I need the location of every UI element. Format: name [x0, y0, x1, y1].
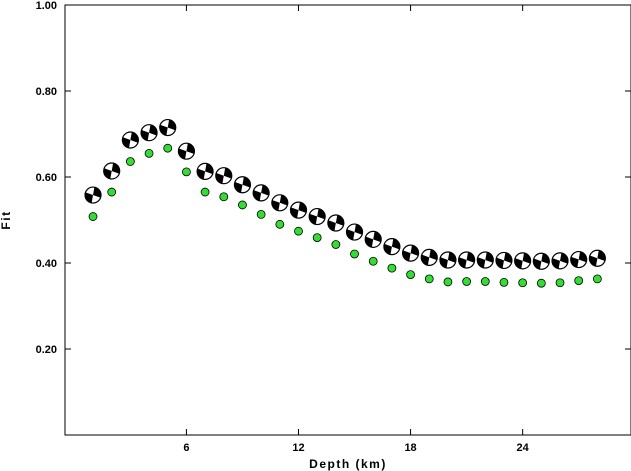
green-fit-point [331, 240, 341, 249]
green-fit-point [368, 256, 378, 266]
green-fit-point [574, 276, 584, 286]
beachball-fit-point [271, 194, 289, 212]
beachball-fit-point [327, 214, 345, 232]
green-fit-point [536, 278, 546, 288]
green-fit-point [480, 277, 490, 286]
beachball-fit-point [289, 201, 308, 219]
beachball-fit-point [514, 252, 532, 270]
green-fit-point [144, 148, 154, 158]
beachball-fit-point [196, 162, 214, 181]
green-fit-point [182, 167, 191, 177]
green-fit-point [406, 270, 415, 280]
green-fit-point [238, 200, 247, 210]
y-axis: 0.20 0.40 0.60 0.80 1.00 [36, 0, 631, 356]
green-fit-point [163, 143, 173, 153]
x-tick-label: 24 [517, 442, 530, 454]
beachball-fit-point [252, 184, 270, 202]
green-fit-series [88, 143, 602, 288]
beachball-fit-point [345, 223, 364, 241]
green-fit-point [200, 187, 210, 197]
beachball-fit-point [103, 162, 121, 180]
green-fit-point [518, 278, 528, 288]
beachball-fit-point [439, 251, 457, 269]
beachball-fit-point [121, 131, 139, 149]
beachball-fit-point [140, 124, 158, 142]
beachball-fit-point [588, 249, 606, 267]
green-fit-point [387, 263, 397, 273]
green-fit-point [312, 233, 322, 243]
beachball-fit-point [458, 251, 476, 269]
y-tick-label: 0.80 [36, 86, 57, 98]
beachball-fit-point [383, 238, 401, 256]
beachball-fit-point [308, 207, 326, 226]
beachball-fit-point [364, 230, 382, 248]
y-tick-label: 0.60 [36, 172, 57, 184]
beachball-fit-series [84, 118, 606, 270]
green-fit-point [256, 210, 266, 219]
x-tick-label: 12 [292, 442, 304, 454]
green-fit-point [350, 249, 359, 259]
beachball-fit-point [551, 252, 569, 270]
green-fit-point [275, 219, 285, 229]
green-fit-point [107, 187, 117, 197]
y-tick-label: 0.20 [36, 344, 57, 356]
green-fit-point [88, 212, 98, 221]
green-fit-point [499, 277, 509, 287]
y-axis-title: Fit [0, 210, 13, 229]
x-axis: 6 12 18 24 [183, 5, 530, 454]
beachball-fit-point [84, 186, 102, 204]
green-fit-point [462, 277, 472, 286]
beachball-fit-point [495, 251, 513, 270]
x-tick-label: 18 [404, 442, 416, 454]
green-fit-point [125, 157, 135, 166]
green-fit-point [592, 274, 602, 284]
beachball-fit-point [570, 250, 588, 269]
beachball-fit-point [215, 167, 233, 185]
beachball-fit-point [476, 251, 494, 269]
beachball-fit-point [532, 252, 550, 270]
plot-frame [64, 4, 631, 436]
x-axis-title: Depth (km) [309, 457, 387, 471]
y-tick-label: 0.40 [36, 258, 57, 270]
green-fit-point [555, 278, 565, 288]
green-fit-point [443, 277, 453, 287]
beachball-fit-point [159, 118, 177, 137]
beachball-fit-point [401, 244, 420, 262]
green-fit-point [424, 274, 434, 284]
x-tick-label: 6 [183, 442, 189, 454]
green-fit-point [219, 192, 229, 202]
beachball-fit-point [233, 176, 252, 194]
y-tick-label: 1.00 [36, 0, 57, 12]
beachball-fit-point [177, 142, 196, 160]
green-fit-point [294, 226, 303, 236]
beachball-fit-point [420, 248, 438, 267]
